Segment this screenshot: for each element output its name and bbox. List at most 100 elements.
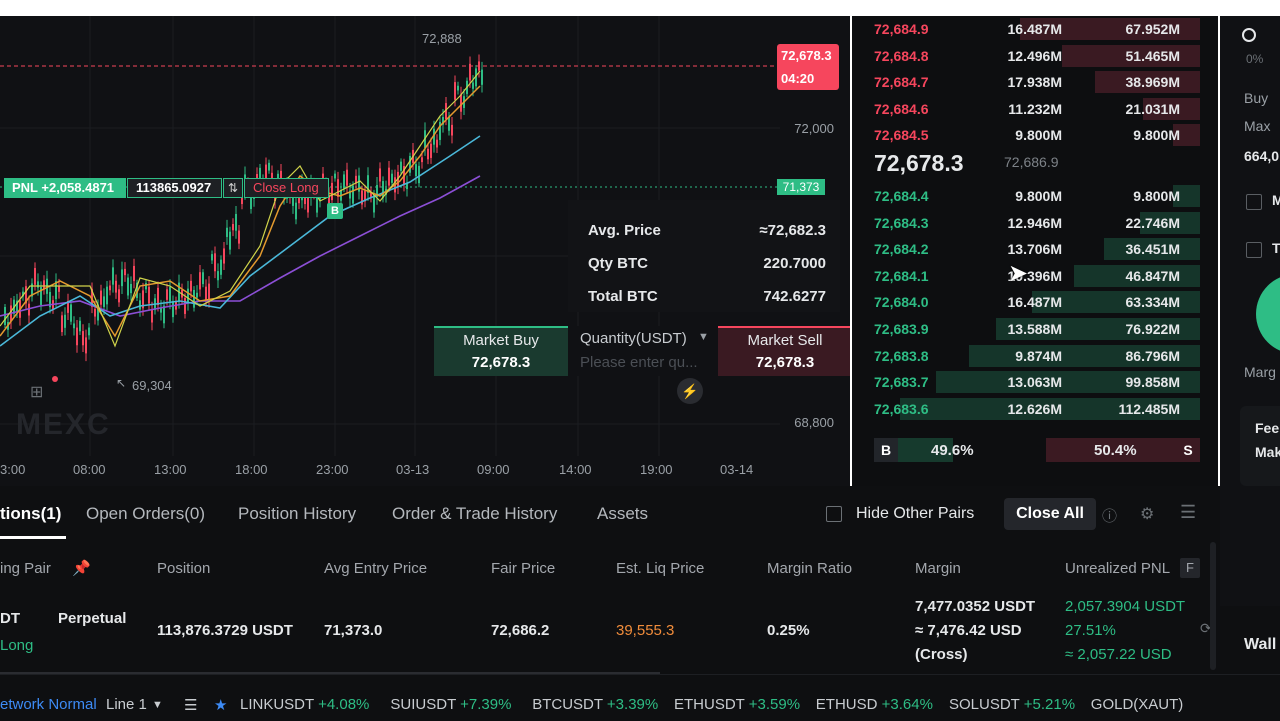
line-selector[interactable]: Line 1 [106,696,147,713]
orderbook-sum: 36.451M [1125,241,1180,258]
header-margin: Margin [915,560,961,577]
margin-usd: ≈ 7,476.42 USD [915,622,1022,639]
candle-body [352,185,354,204]
hide-other-pairs-checkbox[interactable] [826,506,842,522]
tab-positions[interactable]: tions(1) [0,504,62,523]
price-chart[interactable]: 72,888 69,304 ↖ MEXC ⊞ 72,678.3 04:20 72… [0,16,850,486]
depth-bar [936,371,1200,394]
ratio-b-label: B [874,438,898,462]
quantity-unit-select[interactable]: Quantity(USDT) [580,330,687,347]
candle-body [211,254,213,261]
share-icon[interactable]: ⟳ [1200,620,1212,636]
chevron-down-icon[interactable]: ▼ [152,699,163,711]
header-badge[interactable]: F [1180,558,1200,578]
candle-body [241,192,243,205]
candle-body [43,280,45,290]
scrollbar[interactable] [1210,542,1216,670]
candle-body [31,283,33,297]
candle-body [481,69,483,85]
position-pair[interactable]: DT [0,610,20,627]
filter-icon[interactable]: ⚙ [1140,506,1155,523]
ask-row[interactable]: 72,684.8 12.496M 51.465M [852,43,1200,69]
star-icon[interactable]: ★ [214,697,228,714]
horizontal-scrollbar[interactable] [0,672,660,674]
orderbook-size: 11.232M [1008,100,1062,117]
quantity-input[interactable]: Please enter qu... [580,354,698,371]
ticker-item[interactable]: LINKUSDT +4.08% [240,696,369,713]
market-buy-button[interactable]: Market Buy 72,678.3 [434,326,568,376]
candle-body [346,169,348,186]
candle-body [364,190,366,202]
ratio-buy-pct: 49.6% [931,442,974,459]
option-checkbox[interactable] [1246,242,1262,258]
orderbook-price: 72,684.0 [874,294,929,311]
bid-row[interactable]: 72,684.4 9.800M 9.800M [852,183,1200,209]
pin-icon[interactable]: 📌 [72,560,91,577]
close-all-button[interactable]: Close All [1004,498,1096,530]
candle-body [433,128,435,145]
ticker-symbol: LINKUSDT [240,696,319,713]
current-price-tag: 72,678.3 04:20 [777,44,839,90]
ticker-item[interactable]: BTCUSDT +3.39% [532,696,658,713]
tab-order-trade-history[interactable]: Order & Trade History [392,504,558,523]
ticker-item[interactable]: GOLD(XAUT) [1091,696,1184,713]
bid-row[interactable]: 72,684.2 13.706M 36.451M [852,236,1200,262]
close-long-button[interactable]: Close Long [244,178,329,198]
option-checkbox[interactable] [1246,194,1262,210]
ticker-change: +3.59% [748,696,801,713]
bid-row[interactable]: 72,684.3 12.946M 22.746M [852,210,1200,236]
chart-tool-icon[interactable]: ⊞ [30,384,44,401]
header-liq-price: Est. Liq Price [616,560,705,577]
bid-row[interactable]: 72,684.1 10.396M 46.847M [852,263,1200,289]
quantity-input-area[interactable]: Quantity(USDT) ▼ Please enter qu... [570,326,716,376]
ticker-change: +7.39% [460,696,512,713]
tab-open-orders[interactable]: Open Orders(0) [86,504,206,523]
wallet-panel: Wall [1220,606,1280,674]
ticker-item[interactable]: ETHUSD +3.64% [816,696,933,713]
bid-row[interactable]: 72,683.8 9.874M 86.796M [852,343,1200,369]
current-price-value: 72,678.3 [781,48,832,63]
bid-row[interactable]: 72,684.0 16.487M 63.334M [852,289,1200,315]
pnl-badge[interactable]: PNL +2,058.4871 [4,178,126,198]
fee-label: Fee [1255,420,1280,436]
candle-body [157,287,159,306]
candle-body [379,168,381,182]
depth-bar [1173,124,1200,147]
info-icon[interactable]: ⓘ [1102,508,1118,525]
tab-position-history[interactable]: Position History [238,504,357,523]
ask-row[interactable]: 72,684.6 11.232M 21.031M [852,96,1200,122]
position-size-badge: 113865.0927 [127,178,222,198]
ticker-item[interactable]: SOLUSDT +5.21% [949,696,1075,713]
bid-row[interactable]: 72,683.9 13.588M 76.922M [852,316,1200,342]
chevron-down-icon[interactable]: ▼ [698,331,709,343]
orderbook-price: 72,683.7 [874,374,929,391]
maker-label: Mak [1255,444,1280,460]
network-status: etwork Normal [0,696,97,713]
orderbook-size: 12.496M [1007,47,1062,64]
buy-sell-ratio-bar: B 49.6% 50.4% S [874,438,1200,462]
ticker-item[interactable]: ETHUSDT +3.59% [674,696,800,713]
list-icon[interactable]: ☰ [184,697,198,714]
margin-mode: (Cross) [915,646,968,663]
ask-row[interactable]: 72,684.5 9.800M 9.800M [852,122,1200,148]
option-label: M [1272,192,1280,208]
tab-assets[interactable]: Assets [597,504,649,523]
fee-card: Fee Mak [1240,406,1280,486]
candle-body [49,292,51,308]
position-size: 113,876.3729 USDT [157,622,293,639]
reverse-position-icon[interactable]: ⇅ [223,178,243,198]
market-sell-button[interactable]: Market Sell 72,678.3 [718,326,850,376]
ask-row[interactable]: 72,684.7 17.938M 38.969M [852,69,1200,95]
open-long-button[interactable] [1256,274,1280,354]
ask-row[interactable]: 72,684.9 16.487M 67.952M [852,16,1200,42]
candle-body [250,191,252,210]
candle-body [139,300,141,310]
lightning-icon[interactable]: ⚡ [677,378,703,404]
menu-icon[interactable]: ☰ [1180,502,1197,522]
bid-row[interactable]: 72,683.6 12.626M 112.485M [852,396,1200,422]
bid-row[interactable]: 72,683.7 13.063M 99.858M [852,369,1200,395]
slider-handle[interactable] [1242,28,1256,42]
candle-body [388,167,390,186]
liq-price: 39,555.3 [616,622,675,639]
ticker-item[interactable]: SUIUSDT +7.39% [390,696,511,713]
